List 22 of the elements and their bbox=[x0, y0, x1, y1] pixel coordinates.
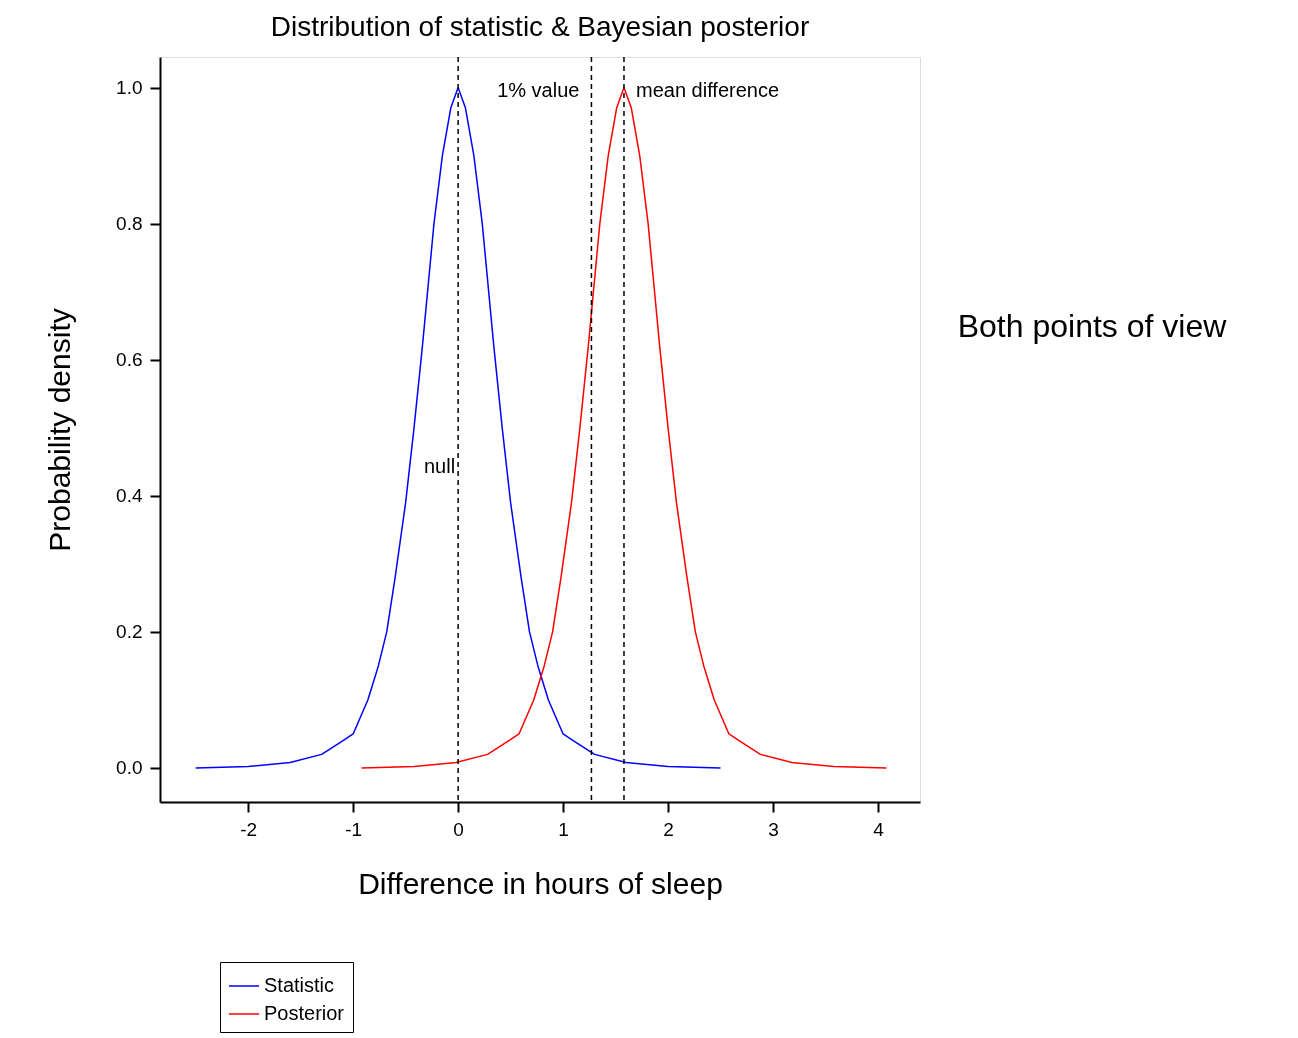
ref-line-label: null bbox=[423, 454, 456, 477]
x-tick-label: 1 bbox=[558, 818, 569, 840]
x-tick-label: 4 bbox=[873, 818, 885, 840]
x-tick-label: 0 bbox=[453, 818, 464, 840]
ref-line-label: 1% value bbox=[497, 78, 580, 101]
x-tick-label: 3 bbox=[768, 818, 779, 840]
y-tick-label: 0.4 bbox=[116, 485, 143, 507]
chart-title: Distribution of statistic & Bayesian posterior bbox=[270, 11, 810, 43]
x-tick-label: 2 bbox=[663, 818, 674, 840]
y-tick-label: 0.2 bbox=[116, 621, 143, 643]
ref-line-label: mean difference bbox=[635, 78, 780, 101]
y-tick-label: 0.0 bbox=[116, 757, 143, 779]
x-axis-title: Difference in hours of sleep bbox=[358, 866, 723, 900]
legend-label: Posterior bbox=[264, 1002, 345, 1024]
y-tick-label: 0.8 bbox=[116, 213, 143, 235]
legend-label: Statistic bbox=[264, 974, 335, 996]
y-axis-title: Probability density bbox=[43, 308, 77, 552]
text: Both points of view bbox=[957, 308, 1228, 344]
y-tick-label: 1.0 bbox=[116, 77, 143, 99]
y-tick-label: 0.6 bbox=[116, 349, 143, 371]
x-tick-label: -1 bbox=[345, 818, 363, 840]
x-tick-label: -2 bbox=[240, 818, 258, 840]
